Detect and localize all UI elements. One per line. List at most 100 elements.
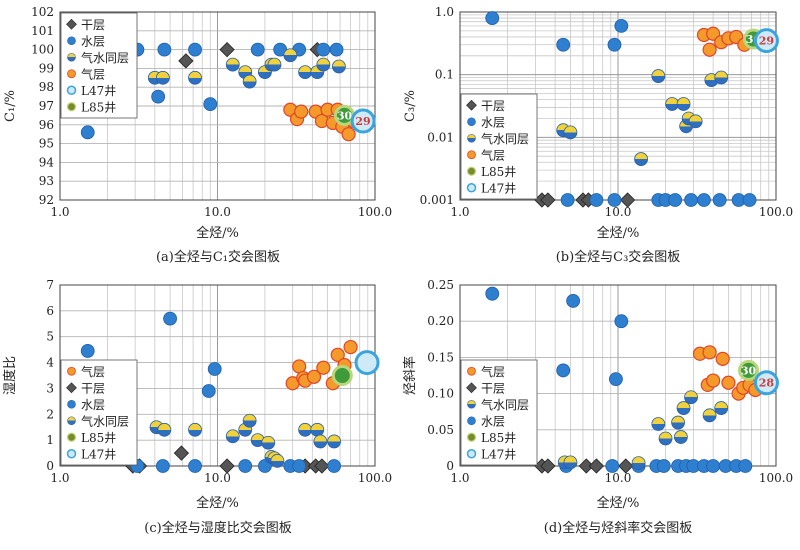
legend-label: 气水同层 — [481, 131, 529, 146]
gas-water-layer-marker — [242, 413, 257, 428]
data-point-gw — [634, 152, 648, 166]
water-layer-marker — [329, 42, 344, 57]
gas-water-layer-marker — [684, 390, 698, 405]
data-point-gas — [294, 104, 309, 119]
legend-item: 干层 — [66, 381, 105, 395]
y-tick-label: 0 — [46, 459, 54, 473]
data-point-gw — [714, 70, 729, 85]
data-point-gw — [714, 401, 729, 415]
water-layer-marker — [327, 459, 342, 473]
y-axis-label: 湿度比 — [2, 356, 18, 395]
data-point-gw — [261, 435, 276, 450]
data-point-gw — [313, 434, 328, 449]
y-tick-label: 98 — [39, 80, 54, 94]
legend-marker-gas — [67, 69, 76, 79]
data-point-water — [207, 362, 222, 376]
legend-label: L85井 — [81, 100, 116, 114]
gas-water-layer-marker — [714, 401, 729, 415]
data-point-gas — [715, 351, 730, 366]
water-layer-marker — [560, 193, 575, 207]
data-point-gw — [671, 415, 685, 430]
gas-layer-marker — [294, 104, 309, 119]
legend-item: 气水同层 — [467, 397, 529, 412]
data-point-water — [556, 37, 571, 52]
legend-marker-dry — [466, 99, 477, 111]
data-point-water — [238, 459, 253, 473]
water-layer-marker — [250, 42, 265, 57]
legend-label: L47井 — [81, 447, 116, 461]
data-point-dry — [219, 458, 235, 474]
legend-label: 水层 — [481, 115, 505, 129]
legend-marker-gas — [67, 366, 76, 376]
data-point-water — [684, 193, 698, 207]
dry-layer-marker — [314, 458, 330, 474]
y-tick-label: 99 — [39, 61, 54, 75]
panel-caption: (a)全烃与C₁交会图板 — [156, 249, 280, 265]
data-point-gw — [676, 97, 691, 111]
panel-caption: (b)全烃与C₃交会图板 — [556, 249, 681, 265]
data-point-gw — [316, 57, 331, 72]
data-point-l47: 29 — [350, 108, 376, 134]
data-point-dry — [219, 41, 235, 58]
legend-label: 气水同层 — [481, 397, 529, 412]
y-tick-label: 1.0 — [435, 5, 454, 19]
legend-item: 气层 — [67, 364, 105, 379]
water-layer-marker — [80, 125, 95, 140]
data-point-water — [742, 193, 757, 207]
gas-layer-marker — [702, 42, 717, 57]
data-point-gas — [292, 359, 307, 374]
y-tick-label: 5 — [46, 330, 54, 344]
data-point-gw — [702, 408, 717, 423]
data-point-l85: 30 — [738, 359, 760, 381]
data-point-gw — [157, 422, 172, 437]
x-tick-label: 100.0 — [358, 471, 392, 485]
legend-label: 干层 — [81, 18, 105, 32]
water-layer-marker — [485, 11, 500, 25]
legend-label: 气层 — [481, 364, 505, 379]
gas-layer-marker — [343, 339, 358, 355]
gas-layer-marker — [706, 373, 721, 388]
y-tick-label: 0.25 — [427, 278, 454, 292]
y-tick-label: 0.05 — [427, 423, 454, 437]
gas-water-layer-marker — [631, 456, 646, 471]
water-layer-marker — [155, 459, 170, 473]
water-layer-marker — [684, 193, 698, 207]
gas-water-layer-marker — [676, 401, 691, 415]
legend-item: L85井 — [466, 431, 516, 445]
data-point-water — [163, 311, 177, 326]
gas-water-layer-marker — [665, 97, 680, 111]
legend-marker-water — [467, 416, 476, 426]
legend-item: 水层 — [67, 34, 105, 48]
data-point-gas — [702, 42, 717, 57]
data-point-water — [316, 42, 331, 57]
gas-water-layer-marker — [563, 455, 578, 470]
well-l85-label: 30 — [337, 109, 353, 122]
x-axis-label: 全烃/% — [196, 495, 239, 511]
legend-item: L85井 — [466, 165, 516, 179]
gas-water-layer-marker — [651, 69, 666, 83]
data-point-gw — [332, 59, 346, 74]
dry-layer-marker — [173, 445, 190, 461]
chart-panel-b: 1.0 10.0 100.0 0.001 0.01 0.1 1.0 全烃/% C₃/% (b)全烃… — [403, 5, 793, 265]
data-point-water — [157, 42, 172, 57]
data-point-dry — [173, 445, 190, 461]
gas-water-layer-marker — [676, 97, 691, 111]
water-layer-marker — [614, 19, 629, 33]
data-point-water — [250, 42, 265, 57]
water-layer-marker — [614, 314, 629, 329]
legend-marker-l85 — [66, 432, 77, 442]
water-layer-marker — [589, 193, 604, 207]
well-l47-marker — [350, 108, 376, 134]
y-tick-label: 0 — [446, 459, 454, 473]
legend-label: 干层 — [481, 99, 505, 113]
legend-marker-l85 — [66, 102, 77, 112]
legend-label: L85井 — [81, 431, 116, 445]
legend-marker-l47 — [466, 449, 477, 459]
legend-marker-gas-water — [467, 133, 476, 143]
legend-marker-l47 — [66, 85, 77, 95]
data-point-water — [329, 42, 344, 57]
legend-box — [460, 359, 538, 466]
data-point-water — [151, 89, 166, 104]
